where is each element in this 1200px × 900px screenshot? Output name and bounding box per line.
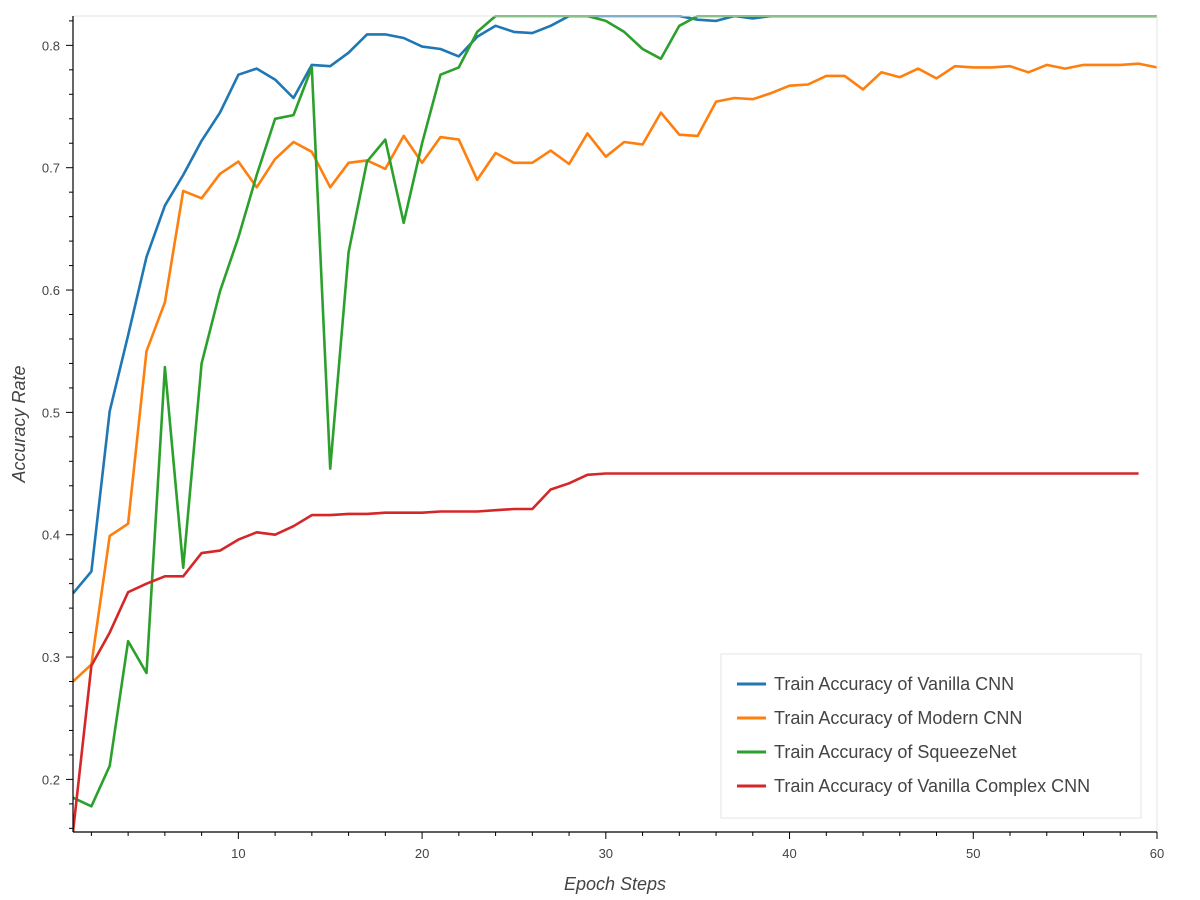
y-tick-label: 0.6 — [42, 283, 60, 298]
legend: Train Accuracy of Vanilla CNN Train Accur… — [720, 653, 1142, 819]
y-tick-label: 0.8 — [42, 38, 60, 53]
legend-label-2: Train Accuracy of Modern CNN — [774, 708, 1022, 728]
x-tick-label: 60 — [1150, 846, 1164, 861]
legend-box — [720, 653, 1142, 819]
y-tick-label: 0.3 — [42, 650, 60, 665]
y-tick-label: 0.5 — [42, 405, 60, 420]
legend-label-4: Train Accuracy of Vanilla Complex CNN — [774, 776, 1090, 796]
x-tick-label: 10 — [231, 846, 245, 861]
x-tick-label: 30 — [599, 846, 613, 861]
x-axis-title: Epoch Steps — [564, 874, 666, 894]
legend-label-3: Train Accuracy of SqueezeNet — [774, 742, 1016, 762]
series-line-4 — [73, 472, 1139, 832]
x-tick-label: 50 — [966, 846, 980, 861]
axes: 10 20 30 40 50 60 0.2 0.3 0.4 0.5 0.6 0.7 0.8 — [42, 15, 1164, 861]
y-tick-label: 0.7 — [42, 161, 60, 176]
y-tick-label: 0.2 — [42, 772, 60, 787]
y-axis-title: Accuracy Rate — [9, 365, 29, 483]
x-tick-label: 20 — [415, 846, 429, 861]
x-tick-label: 40 — [782, 846, 796, 861]
legend-label-1: Train Accuracy of Vanilla CNN — [774, 674, 1014, 694]
y-tick-label: 0.4 — [42, 528, 60, 543]
